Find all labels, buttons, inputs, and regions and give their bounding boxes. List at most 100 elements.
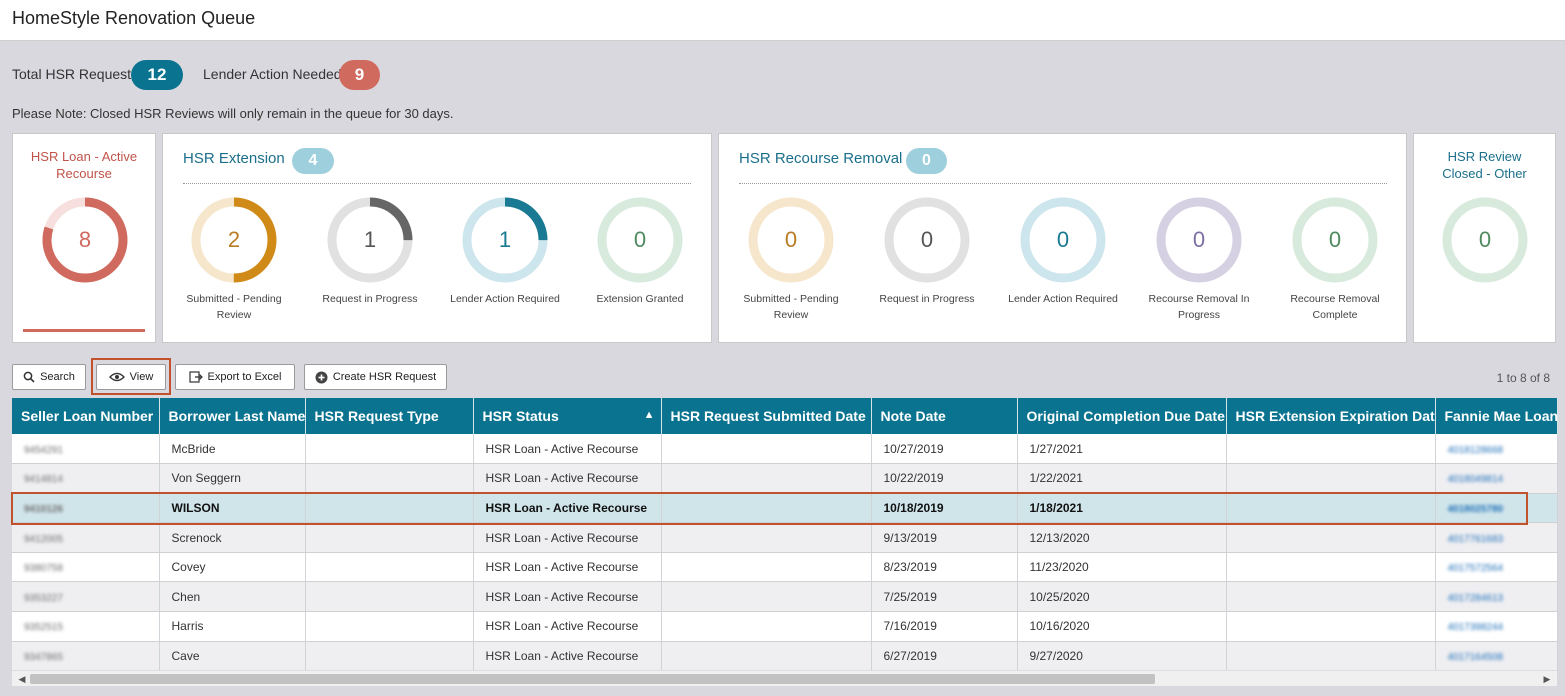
cell-borrower-value: Cave [171,648,200,663]
col-header-request-type[interactable]: HSR Request Type [305,398,474,434]
ring-track [1156,197,1242,283]
table-row[interactable]: 9412005 Screnock HSR Loan - Active Recours… [12,522,1558,553]
cell-note-date-value: 8/23/2019 [883,560,937,575]
ring-rec-request-in-progress[interactable]: 0 [881,194,973,286]
ring-rec-submitted-pending[interactable]: 0 [745,194,837,286]
cell-seller-loan: 9347865 [12,641,160,672]
cell-fnma-loan[interactable]: 4017572564 [1435,552,1558,583]
table-row[interactable]: 9454291 McBride HSR Loan - Active Recourse… [12,434,1558,465]
cell-seller-loan: 9353227 [12,581,160,613]
cell-fnma-loan[interactable]: 4017398244 [1435,611,1558,642]
cell-completion-due: 1/18/2021 [1017,493,1227,524]
col-header-note-date[interactable]: Note Date [871,398,1018,434]
ring-rec-in-progress-label: Recourse Removal In Progress [1139,291,1259,323]
ring-closed-other[interactable]: 0 [1439,194,1531,286]
cell-fnma-loan[interactable]: 4017761683 [1435,522,1558,553]
ring-value: 0 [1192,227,1206,252]
cell-fnma-loan[interactable]: 4018049814 [1435,463,1558,494]
cell-seller-loan: 9454291 [12,434,160,465]
table-row[interactable]: 9353227 Chen HSR Loan - Active Recourse 7/2… [12,581,1558,613]
export-excel-button[interactable]: Export to Excel [175,364,295,390]
cell-status-value: HSR Loan - Active Recourse [485,619,639,634]
cell-fnma-loan[interactable]: 4018128668 [1435,434,1558,465]
col-header-submitted-date[interactable]: HSR Request Submitted Date [661,398,872,434]
cell-fnma-loan[interactable]: 4018025780 [1435,493,1558,524]
cell-request-type [305,552,474,583]
cell-fnma-loan-value[interactable]: 4017761683 [1447,533,1504,545]
scroll-left-icon[interactable]: ◀ [18,673,26,684]
col-header-seller-loan[interactable]: Seller Loan Number [12,398,160,434]
top-bar: HomeStyle Renovation Queue [0,0,1565,41]
ring-ext-submitted-pending[interactable]: 2 [188,194,280,286]
cell-submitted-date [661,434,872,465]
cell-extension-exp [1226,641,1436,672]
cell-note-date-value: 10/27/2019 [883,441,944,456]
cell-fnma-loan[interactable]: 4017164508 [1435,641,1558,672]
export-button-label: Export to Excel [207,371,282,383]
ring-ext-request-in-progress[interactable]: 1 [324,194,416,286]
cell-fnma-loan-value[interactable]: 4017284613 [1447,592,1504,604]
cell-completion-due: 11/23/2020 [1017,552,1227,583]
cell-fnma-loan-value[interactable]: 4017398244 [1447,622,1504,634]
ring-rec-removal-complete[interactable]: 0 [1289,194,1381,286]
table-row[interactable]: 9347865 Cave HSR Loan - Active Recourse 6/2… [12,641,1558,672]
ring-rec-progress-label: Request in Progress [867,291,987,307]
table-row[interactable]: 9414814 Von Seggern HSR Loan - Active Reco… [12,463,1558,494]
cell-note-date: 10/18/2019 [871,493,1018,524]
label-line1: Submitted - Pending [743,293,839,305]
cell-request-type [305,611,474,642]
cell-seller-loan-value: 9454291 [24,444,63,456]
horizontal-scrollbar[interactable]: ◀ ▶ [12,670,1557,686]
cell-status: HSR Loan - Active Recourse [473,611,662,642]
cell-borrower-value: Chen [171,589,201,604]
card-active-recourse[interactable]: HSR Loan - Active Recourse 8 [12,133,156,343]
cell-submitted-date [661,611,872,642]
cell-fnma-loan-value[interactable]: 4018128668 [1447,444,1504,456]
view-button[interactable]: View [96,364,166,390]
cell-fnma-loan-value[interactable]: 4017164508 [1447,651,1504,663]
ring-progress-arc [327,197,413,283]
col-header-extension-exp[interactable]: HSR Extension Expiration Date [1226,398,1436,434]
cell-status-value: HSR Loan - Active Recourse [485,441,639,456]
cell-borrower-value: McBride [171,441,216,456]
cell-fnma-loan-value[interactable]: 4018025780 [1447,503,1504,515]
ring-ext-lender-action[interactable]: 1 [459,194,551,286]
ring-active-recourse[interactable]: 8 [39,194,131,286]
cell-seller-loan: 9410126 [12,493,160,524]
cell-fnma-loan[interactable]: 4017284613 [1435,581,1558,613]
cell-request-type [305,522,474,553]
cell-status: HSR Loan - Active Recourse [473,493,662,524]
cell-note-date-value: 10/18/2019 [883,500,944,515]
label-line2: Complete [1312,309,1358,321]
card-closed-other[interactable]: HSR Review Closed - Other 0 [1413,133,1556,343]
extension-count-badge: 4 [292,148,334,174]
table-row[interactable]: 9410126 WILSON HSR Loan - Active Recourse 1… [12,493,1558,524]
cell-status-value: HSR Loan - Active Recourse [485,560,639,575]
cell-status-value: HSR Loan - Active Recourse [485,471,639,486]
cell-status: HSR Loan - Active Recourse [473,552,662,583]
cell-borrower: Harris [159,611,306,642]
cell-fnma-loan-value[interactable]: 4018049814 [1447,474,1504,486]
scrollbar-thumb[interactable] [30,674,1155,684]
recourse-divider [739,183,1387,184]
col-header-status[interactable]: HSR Status ▲ [473,398,662,434]
ring-active-value: 8 [78,227,92,252]
export-icon [188,371,203,383]
cell-status: HSR Loan - Active Recourse [473,522,662,553]
ring-rec-lender-action[interactable]: 0 [1017,194,1109,286]
cell-fnma-loan-value[interactable]: 4017572564 [1447,563,1504,575]
col-header-borrower[interactable]: Borrower Last Name [159,398,306,434]
search-button[interactable]: Search [12,364,86,390]
ring-progress-arc [42,197,128,283]
ring-ext-granted[interactable]: 0 [594,194,686,286]
table-row[interactable]: 9380758 Covey HSR Loan - Active Recourse 8/… [12,552,1558,583]
cell-completion-due-value: 10/16/2020 [1029,619,1090,634]
label-line2: Progress [1177,309,1220,321]
ring-rec-removal-in-progress[interactable]: 0 [1153,194,1245,286]
label-line2: Review [216,309,252,321]
scroll-right-icon[interactable]: ▶ [1543,673,1551,684]
col-header-fnma-loan[interactable]: Fannie Mae Loan # [1435,398,1558,434]
table-row[interactable]: 9352515 Harris HSR Loan - Active Recourse 7… [12,611,1558,642]
col-header-completion-due[interactable]: Original Completion Due Date [1017,398,1227,434]
create-hsr-request-button[interactable]: Create HSR Request [304,364,447,390]
